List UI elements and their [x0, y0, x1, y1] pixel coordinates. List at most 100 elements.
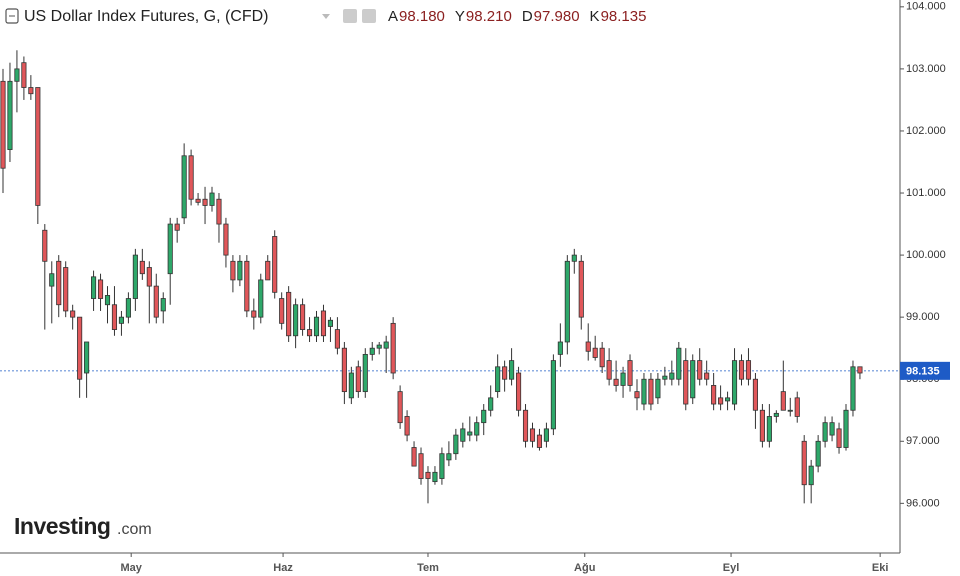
chart-title: US Dollar Index Futures, G, (CFD) — [24, 8, 269, 25]
candle-body — [836, 428, 842, 448]
candle-body — [195, 198, 201, 203]
candle-body — [306, 329, 313, 337]
candle-body — [794, 397, 800, 417]
candle-body — [780, 391, 786, 411]
candle-body — [21, 62, 27, 88]
candle-body — [731, 360, 738, 405]
candle-body — [787, 409, 793, 412]
candle-body — [850, 366, 856, 411]
candle-body — [216, 198, 222, 225]
x-tick-label: Haz — [273, 562, 293, 574]
candle-body — [822, 422, 828, 442]
candle-body — [7, 80, 13, 150]
ohlc-key: A — [388, 8, 398, 25]
dropdown-arrow[interactable] — [322, 14, 330, 19]
candle-body — [91, 276, 97, 299]
candle-body — [620, 372, 626, 386]
candle-body — [418, 453, 424, 479]
candle-body — [752, 378, 758, 411]
candle-body — [857, 366, 863, 374]
candle-body — [697, 360, 703, 380]
candle-body — [362, 353, 368, 393]
candle-body — [766, 416, 772, 442]
candle-body — [502, 366, 508, 380]
candle-body — [529, 428, 536, 442]
candle-body — [376, 344, 382, 349]
candle-body — [334, 329, 340, 349]
candle-body — [390, 322, 396, 374]
candle-body — [439, 453, 445, 479]
candle-body — [63, 267, 69, 312]
candle-body — [272, 236, 278, 293]
candle-body — [118, 316, 124, 324]
candle-body — [738, 360, 745, 380]
x-tick-label: May — [120, 562, 142, 574]
candle-body — [536, 434, 543, 448]
candle-body — [230, 260, 236, 281]
candle-body — [348, 372, 354, 399]
candle-body — [397, 391, 403, 424]
candle-body — [662, 375, 668, 380]
candle-body — [843, 409, 849, 448]
candle-body — [313, 316, 320, 337]
candle-body — [0, 80, 6, 169]
candle-body — [70, 310, 76, 318]
candle-body — [111, 304, 118, 330]
candle-body — [655, 378, 661, 399]
candle-body — [14, 68, 20, 82]
candle-body — [160, 298, 166, 312]
last-price-label: 98.135 — [906, 366, 940, 378]
candle-body — [446, 453, 452, 461]
eye-icon[interactable] — [343, 9, 357, 23]
candle-body — [49, 273, 55, 287]
candle-body — [690, 360, 696, 399]
candle-body — [509, 360, 515, 380]
candle-body — [725, 397, 731, 402]
watermark: Investing — [14, 513, 110, 539]
x-tick-label: Tem — [417, 562, 439, 574]
candle-body — [578, 260, 584, 318]
last-price-tag — [900, 361, 950, 380]
candle-body — [641, 378, 647, 405]
candle-body — [35, 87, 41, 206]
y-tick-label: 96.000 — [906, 497, 940, 509]
candle-body — [634, 391, 640, 399]
collapse-icon[interactable] — [5, 8, 19, 24]
candle-body — [557, 341, 563, 355]
candle-body — [773, 412, 779, 417]
y-tick-label: 100.000 — [906, 249, 946, 261]
candle-body — [815, 440, 821, 467]
candle-body — [181, 155, 187, 219]
candle-body — [745, 360, 752, 380]
ohlc-value: 98.180 — [399, 8, 445, 25]
candle-body — [718, 397, 724, 405]
candle-body — [453, 434, 459, 455]
candle-body — [84, 341, 90, 374]
candle-body — [139, 260, 145, 275]
y-tick-label: 102.000 — [906, 125, 946, 137]
candle-body — [683, 360, 689, 405]
candle-body — [669, 372, 675, 380]
candle-body — [467, 431, 473, 436]
candle-body — [286, 291, 292, 337]
candle-body — [481, 409, 487, 424]
settings-icon[interactable] — [362, 9, 376, 23]
candle-body — [258, 279, 264, 318]
candle-body — [146, 267, 152, 287]
candle-body — [132, 254, 138, 299]
y-tick-label: 104.000 — [906, 1, 946, 13]
candle-body — [279, 298, 285, 324]
candle-body — [209, 192, 215, 206]
y-tick-label: 97.000 — [906, 435, 940, 447]
candle-body — [167, 223, 173, 275]
candle-body — [571, 254, 577, 262]
candle-body — [104, 295, 111, 306]
candle-body — [543, 428, 549, 442]
ohlc-key: D — [522, 8, 533, 25]
candle-body — [711, 385, 717, 405]
candle-body — [293, 304, 299, 337]
ohlc-key: K — [590, 8, 600, 25]
y-tick-label: 101.000 — [906, 187, 946, 199]
candle-body — [327, 319, 334, 327]
